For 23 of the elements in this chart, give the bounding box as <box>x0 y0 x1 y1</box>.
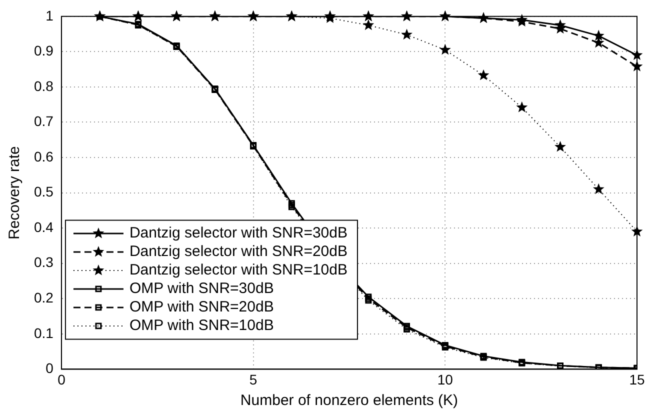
legend-label: Dantzig selector with SNR=10dB <box>129 262 348 279</box>
y-tick-label: 0.5 <box>34 184 54 200</box>
legend-label: Dantzig selector with SNR=30dB <box>129 224 348 242</box>
y-tick-label: 0.2 <box>34 290 54 306</box>
x-tick-label: 0 <box>58 371 66 388</box>
y-tick-label: 0.3 <box>34 254 54 270</box>
y-tick-label: 0.7 <box>34 113 54 130</box>
legend-label: Dantzig selector with SNR=20dB <box>129 243 348 260</box>
y-tick-label: 0.4 <box>34 218 54 235</box>
x-tick-label: 15 <box>629 371 645 388</box>
y-tick-label: 0 <box>46 360 54 376</box>
y-axis-title: Recovery rate <box>6 146 24 240</box>
legend-label: OMP with SNR=30dB <box>129 280 274 298</box>
legend-label: OMP with SNR=10dB <box>129 317 274 334</box>
y-tick-label: 0.8 <box>34 78 54 94</box>
y-tick-label: 0.9 <box>34 42 54 59</box>
y-tick-label: 0.6 <box>34 148 54 164</box>
x-axis-title: Number of nonzero elements (K) <box>240 392 458 410</box>
y-tick-label: 1 <box>46 7 54 24</box>
x-tick-label: 10 <box>437 371 454 388</box>
legend-label: OMP with SNR=20dB <box>129 298 274 316</box>
x-tick-label: 5 <box>249 371 258 388</box>
y-tick-label: 0.1 <box>34 324 54 341</box>
